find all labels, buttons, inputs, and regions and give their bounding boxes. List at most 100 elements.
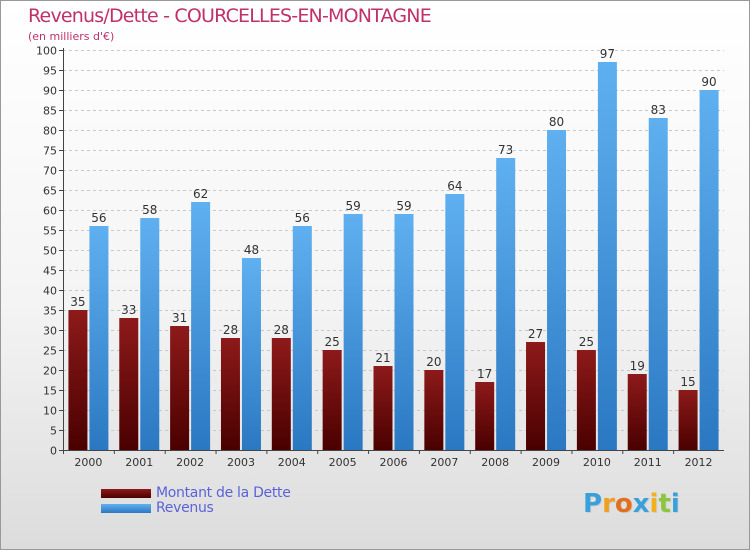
bar-montant-de-la-dette-2006 xyxy=(373,366,393,450)
y-tick-label-25: 25 xyxy=(43,345,57,358)
data-label-revenus-2006: 59 xyxy=(396,199,411,213)
data-label-montant-de-la-dette-2004: 28 xyxy=(274,323,289,337)
x-tick-label-2000: 2000 xyxy=(74,456,102,469)
logo-letter-i2: i xyxy=(670,489,680,519)
bar-montant-de-la-dette-2002 xyxy=(170,326,190,450)
x-tick-label-2012: 2012 xyxy=(685,456,713,469)
logo-letter-r: r xyxy=(602,489,615,519)
x-tick-label-2010: 2010 xyxy=(583,456,611,469)
bar-montant-de-la-dette-2003 xyxy=(220,338,240,450)
y-tick-label-10: 10 xyxy=(43,405,57,418)
logo-letter-x: x xyxy=(632,489,650,519)
logo-letter-t: t xyxy=(658,489,671,519)
data-label-revenus-2002: 62 xyxy=(193,187,208,201)
data-label-revenus-2012: 90 xyxy=(701,75,716,89)
y-tick-label-85: 85 xyxy=(43,105,57,118)
bar-montant-de-la-dette-2005 xyxy=(322,350,342,450)
data-label-montant-de-la-dette-2007: 20 xyxy=(426,355,441,369)
x-tick-label-2007: 2007 xyxy=(430,456,458,469)
data-label-montant-de-la-dette-2010: 25 xyxy=(579,335,594,349)
bar-revenus-2004 xyxy=(292,226,312,450)
x-tick-label-2011: 2011 xyxy=(634,456,662,469)
data-label-revenus-2004: 56 xyxy=(295,211,310,225)
bar-montant-de-la-dette-2007 xyxy=(424,370,444,450)
bar-revenus-2006 xyxy=(394,214,414,450)
proxiti-logo: Proxiti xyxy=(583,489,680,519)
data-label-revenus-2005: 59 xyxy=(346,199,361,213)
chart-title: Revenus/Dette - COURCELLES-EN-MONTAGNE xyxy=(28,5,432,27)
bar-revenus-2001 xyxy=(140,218,160,450)
data-label-montant-de-la-dette-2005: 25 xyxy=(325,335,340,349)
data-label-montant-de-la-dette-2008: 17 xyxy=(477,367,492,381)
y-tick-label-45: 45 xyxy=(43,265,57,278)
y-tick-label-75: 75 xyxy=(43,145,57,158)
y-tick-label-100: 100 xyxy=(36,45,57,58)
bar-revenus-2005 xyxy=(343,214,363,450)
bar-montant-de-la-dette-2008 xyxy=(475,382,495,450)
data-label-montant-de-la-dette-2006: 21 xyxy=(375,351,390,365)
logo-letter-p: P xyxy=(583,489,603,519)
bar-revenus-2008 xyxy=(496,158,516,450)
y-tick-label-60: 60 xyxy=(43,205,57,218)
bar-montant-de-la-dette-2010 xyxy=(576,350,596,450)
data-label-montant-de-la-dette-2011: 19 xyxy=(630,359,645,373)
y-tick-label-65: 65 xyxy=(43,185,57,198)
bar-revenus-2009 xyxy=(547,130,567,450)
bar-revenus-2012 xyxy=(699,90,719,450)
y-tick-label-20: 20 xyxy=(43,365,57,378)
bar-revenus-2000 xyxy=(89,226,109,450)
x-tick-label-2005: 2005 xyxy=(329,456,357,469)
data-label-revenus-2001: 58 xyxy=(142,203,157,217)
data-label-montant-de-la-dette-2003: 28 xyxy=(223,323,238,337)
data-label-revenus-2007: 64 xyxy=(447,179,462,193)
data-label-revenus-2011: 83 xyxy=(651,103,666,117)
y-tick-label-55: 55 xyxy=(43,225,57,238)
logo-letter-o: o xyxy=(614,489,633,519)
bar-montant-de-la-dette-2004 xyxy=(271,338,291,450)
data-label-revenus-2003: 48 xyxy=(244,243,259,257)
bar-montant-de-la-dette-2011 xyxy=(627,374,647,450)
legend-label-dette: Montant de la Dette xyxy=(156,485,291,501)
bar-revenus-2007 xyxy=(445,194,465,450)
y-tick-label-35: 35 xyxy=(43,305,57,318)
x-tick-label-2002: 2002 xyxy=(176,456,204,469)
y-tick-label-90: 90 xyxy=(43,85,57,98)
data-label-montant-de-la-dette-2001: 33 xyxy=(121,303,136,317)
y-tick-label-30: 30 xyxy=(43,325,57,338)
y-tick-label-0: 0 xyxy=(50,445,57,458)
bar-montant-de-la-dette-2012 xyxy=(678,390,698,450)
y-tick-label-95: 95 xyxy=(43,65,57,78)
bar-revenus-2003 xyxy=(241,258,261,450)
data-label-revenus-2000: 56 xyxy=(91,211,106,225)
x-tick-label-2001: 2001 xyxy=(125,456,153,469)
y-tick-label-40: 40 xyxy=(43,285,57,298)
bar-montant-de-la-dette-2009 xyxy=(526,342,546,450)
bar-montant-de-la-dette-2001 xyxy=(119,318,139,450)
data-label-montant-de-la-dette-2000: 35 xyxy=(70,295,85,309)
data-label-montant-de-la-dette-2012: 15 xyxy=(680,375,695,389)
x-tick-label-2004: 2004 xyxy=(278,456,306,469)
data-label-montant-de-la-dette-2002: 31 xyxy=(172,311,187,325)
data-label-revenus-2010: 97 xyxy=(600,47,615,61)
y-tick-label-70: 70 xyxy=(43,165,57,178)
x-tick-label-2003: 2003 xyxy=(227,456,255,469)
bar-revenus-2002 xyxy=(191,202,211,450)
legend-swatch-revenus xyxy=(101,504,151,513)
y-tick-label-50: 50 xyxy=(43,245,57,258)
chart-subtitle: (en milliers d'€) xyxy=(28,30,115,43)
x-tick-label-2009: 2009 xyxy=(532,456,560,469)
data-label-montant-de-la-dette-2009: 27 xyxy=(528,327,543,341)
bar-montant-de-la-dette-2000 xyxy=(68,310,88,450)
y-tick-label-80: 80 xyxy=(43,125,57,138)
y-tick-label-5: 5 xyxy=(50,425,57,438)
legend-label-revenus: Revenus xyxy=(156,500,214,516)
logo-letter-i: i xyxy=(649,489,659,519)
x-tick-label-2006: 2006 xyxy=(380,456,408,469)
y-tick-label-15: 15 xyxy=(43,385,57,398)
legend-swatch-dette xyxy=(101,489,151,498)
x-tick-label-2008: 2008 xyxy=(481,456,509,469)
data-label-revenus-2009: 80 xyxy=(549,115,564,129)
bar-revenus-2011 xyxy=(648,118,668,450)
